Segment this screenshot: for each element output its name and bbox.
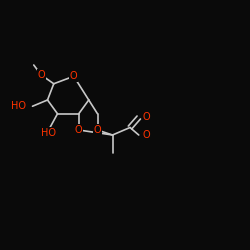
Text: HO: HO xyxy=(11,101,26,111)
Text: O: O xyxy=(70,71,78,81)
Text: O: O xyxy=(38,70,45,80)
Text: O: O xyxy=(142,130,150,140)
Text: O: O xyxy=(75,125,82,135)
Text: O: O xyxy=(142,112,150,122)
Text: HO: HO xyxy=(41,128,56,138)
Text: O: O xyxy=(94,125,101,135)
